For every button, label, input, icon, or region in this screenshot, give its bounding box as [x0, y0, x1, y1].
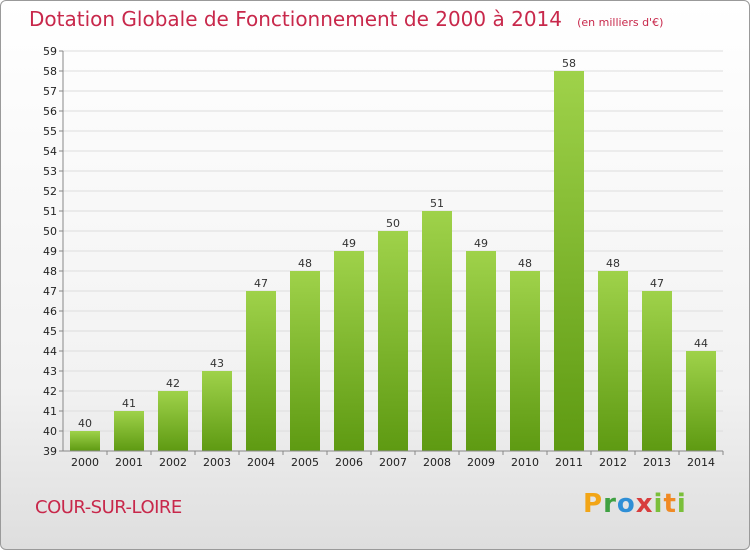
bar-value-label: 51 [430, 197, 444, 210]
bar-value-label: 48 [606, 257, 620, 270]
bar [422, 211, 452, 451]
y-tick-label: 45 [43, 325, 57, 338]
y-tick-label: 51 [43, 205, 57, 218]
y-tick-label: 55 [43, 125, 57, 138]
y-tick-label: 43 [43, 365, 57, 378]
chart-unit-text: (en milliers d'€) [577, 16, 664, 29]
logo-letter: t [663, 489, 677, 519]
bar-value-label: 41 [122, 397, 136, 410]
bar [246, 291, 276, 451]
chart-title: Dotation Globale de Fonctionnement de 20… [29, 7, 663, 31]
y-tick-label: 47 [43, 285, 57, 298]
y-tick-label: 54 [43, 145, 57, 158]
x-tick-label: 2007 [379, 456, 407, 469]
bar [466, 251, 496, 451]
x-tick-label: 2004 [247, 456, 275, 469]
bar-value-label: 49 [342, 237, 356, 250]
bar-value-label: 42 [166, 377, 180, 390]
bar [114, 411, 144, 451]
x-tick-label: 2009 [467, 456, 495, 469]
bar-value-label: 47 [650, 277, 664, 290]
bar-value-label: 47 [254, 277, 268, 290]
y-tick-label: 40 [43, 425, 57, 438]
bar [598, 271, 628, 451]
logo-letter: P [583, 489, 604, 519]
x-tick-label: 2005 [291, 456, 319, 469]
bars [70, 71, 716, 451]
bar [334, 251, 364, 451]
y-tick-label: 46 [43, 305, 57, 318]
x-tick-label: 2008 [423, 456, 451, 469]
x-tick-label: 2001 [115, 456, 143, 469]
y-tick-label: 42 [43, 385, 57, 398]
logo-letter: i [653, 489, 664, 519]
bar [686, 351, 716, 451]
bar-value-label: 43 [210, 357, 224, 370]
y-tick-label: 58 [43, 65, 57, 78]
commune-name: COUR-SUR-LOIRE [35, 497, 182, 518]
y-axis-ticks: 39 40 41 42 43 44 45 46 47 48 49 50 51 52 53 54 55 56 57 58… [43, 45, 63, 458]
bar [158, 391, 188, 451]
y-tick-label: 41 [43, 405, 57, 418]
bar-value-label: 44 [694, 337, 708, 350]
y-tick-label: 56 [43, 105, 57, 118]
bar-value-label: 48 [518, 257, 532, 270]
y-tick-label: 53 [43, 165, 57, 178]
y-tick-label: 59 [43, 45, 57, 58]
chart-title-text: Dotation Globale de Fonctionnement de 20… [29, 7, 562, 31]
x-tick-label: 2000 [71, 456, 99, 469]
logo-letter: x [635, 489, 654, 519]
bar [70, 431, 100, 451]
bar [290, 271, 320, 451]
bar [202, 371, 232, 451]
x-tick-label: 2011 [555, 456, 583, 469]
x-tick-label: 2003 [203, 456, 231, 469]
bar [510, 271, 540, 451]
y-tick-label: 48 [43, 265, 57, 278]
bar [554, 71, 584, 451]
bar-value-label: 48 [298, 257, 312, 270]
y-tick-label: 50 [43, 225, 57, 238]
logo-letter: i [676, 489, 687, 519]
bar-value-label: 49 [474, 237, 488, 250]
bar-value-label: 58 [562, 57, 576, 70]
x-tick-label: 2010 [511, 456, 539, 469]
x-tick-label: 2013 [643, 456, 671, 469]
y-tick-label: 49 [43, 245, 57, 258]
bar-value-label: 40 [78, 417, 92, 430]
logo-letter: o [616, 489, 636, 519]
bar-value-label: 50 [386, 217, 400, 230]
x-tick-label: 2012 [599, 456, 627, 469]
x-tick-label: 2002 [159, 456, 187, 469]
logo-letter: r [603, 489, 617, 519]
value-labels: 40 41 42 43 47 48 49 50 51 49 48 58 48 47 44 [78, 57, 708, 430]
bar [642, 291, 672, 451]
x-axis-ticks: 2000 2001 2002 2003 2004 2005 2006 2007 2008 2009… [71, 451, 724, 469]
y-tick-label: 39 [43, 445, 57, 458]
bar [378, 231, 408, 451]
y-tick-label: 57 [43, 85, 57, 98]
y-tick-label: 52 [43, 185, 57, 198]
proxiti-logo: Proxiti [583, 489, 687, 519]
y-tick-label: 44 [43, 345, 57, 358]
x-tick-label: 2006 [335, 456, 363, 469]
x-tick-label: 2014 [687, 456, 715, 469]
